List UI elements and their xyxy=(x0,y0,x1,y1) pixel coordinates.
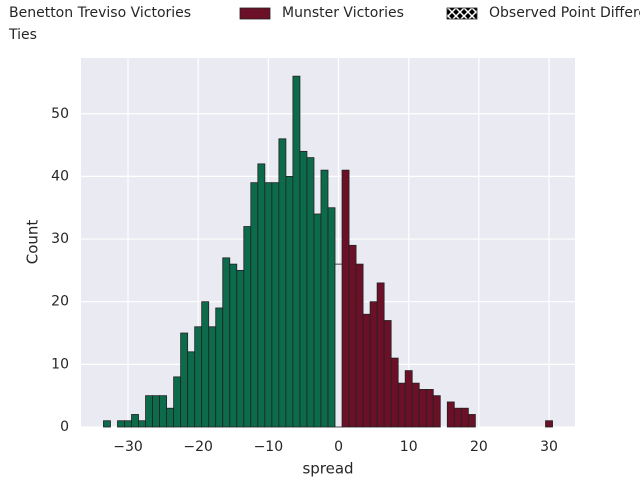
bar xyxy=(411,382,420,428)
bar xyxy=(250,182,259,428)
x-tick-label: 10 xyxy=(400,439,418,455)
bar xyxy=(187,351,196,428)
legend-label: Observed Point Difference xyxy=(489,5,640,21)
x-tick-label: 0 xyxy=(334,439,343,455)
bar xyxy=(383,320,392,428)
bar xyxy=(103,420,111,428)
bar xyxy=(460,407,469,428)
y-tick-label: 20 xyxy=(51,294,69,310)
bar xyxy=(362,313,371,428)
bar xyxy=(327,207,336,428)
bar xyxy=(145,395,153,428)
y-axis-label: Count xyxy=(24,220,42,265)
bar xyxy=(131,414,139,428)
bar xyxy=(208,326,217,428)
y-tick-label: 10 xyxy=(51,356,69,372)
bar xyxy=(390,357,399,428)
legend-label: Ties xyxy=(8,27,37,43)
bar xyxy=(320,169,329,428)
x-tick-label: −30 xyxy=(113,439,143,455)
bar xyxy=(124,420,132,428)
x-axis-label: spread xyxy=(302,460,353,478)
bar xyxy=(243,226,252,428)
bar xyxy=(341,169,350,428)
legend-label: Benetton Treviso Victories xyxy=(9,5,191,21)
y-tick-label: 30 xyxy=(51,231,69,247)
bar xyxy=(215,307,224,428)
bar xyxy=(369,301,378,428)
bar xyxy=(545,420,553,428)
x-tick-label: −10 xyxy=(254,439,284,455)
bar xyxy=(166,407,175,428)
bar xyxy=(285,176,294,428)
bar xyxy=(418,389,427,428)
legend-patch xyxy=(239,7,271,20)
bar xyxy=(348,244,357,428)
bar xyxy=(313,213,322,428)
bar xyxy=(117,420,125,428)
bar xyxy=(299,150,308,428)
bar xyxy=(397,382,406,428)
y-tick-label: 40 xyxy=(51,168,69,184)
bar xyxy=(453,407,462,428)
bar xyxy=(355,263,364,428)
bar xyxy=(425,389,434,428)
x-tick-label: 20 xyxy=(470,439,488,455)
x-tick-label: 30 xyxy=(540,439,558,455)
bar xyxy=(229,263,238,428)
bar xyxy=(222,257,231,428)
bar xyxy=(271,182,280,428)
y-tick-label: 0 xyxy=(60,419,69,435)
bar xyxy=(173,376,182,428)
bar xyxy=(432,395,441,428)
bar xyxy=(180,332,189,428)
bar xyxy=(194,326,203,428)
bar xyxy=(236,269,245,428)
bar xyxy=(257,163,266,428)
legend-label: Munster Victories xyxy=(282,5,404,21)
bar xyxy=(404,370,413,428)
bar xyxy=(278,138,287,428)
bar xyxy=(152,395,160,428)
bar xyxy=(376,282,385,428)
bar xyxy=(292,75,301,428)
bar xyxy=(446,401,455,428)
bar xyxy=(306,157,315,428)
legend-patch xyxy=(446,7,478,20)
bar xyxy=(159,395,168,428)
y-tick-label: 50 xyxy=(51,106,69,122)
bar xyxy=(264,182,273,428)
bar xyxy=(138,420,146,428)
x-tick-label: −20 xyxy=(183,439,213,455)
bar xyxy=(201,301,210,428)
bar xyxy=(467,414,476,428)
bar xyxy=(334,263,343,428)
